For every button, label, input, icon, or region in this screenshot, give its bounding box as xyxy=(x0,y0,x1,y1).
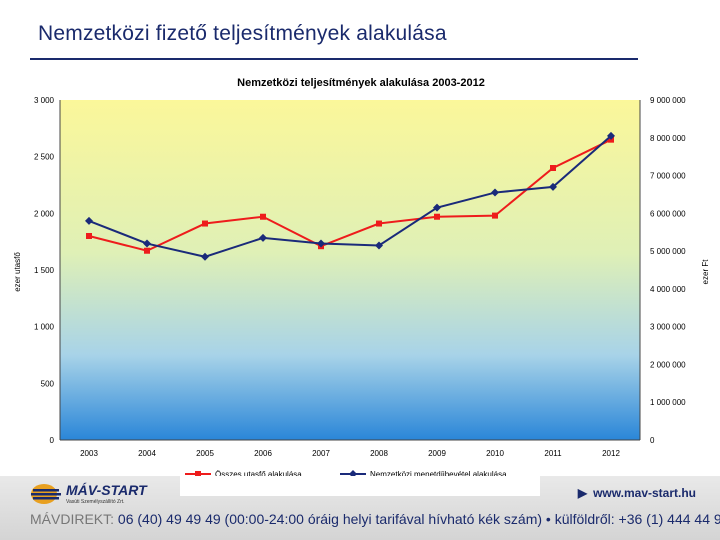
right-tick-label: 8 000 000 xyxy=(650,134,686,143)
x-tick-label: 2009 xyxy=(428,449,446,458)
x-tick-label: 2005 xyxy=(196,449,214,458)
x-tick-label: 2006 xyxy=(254,449,272,458)
series-1-point xyxy=(492,212,498,219)
mav-start-logo[interactable]: MÁV-START Vasúti Személyszállító Zrt. xyxy=(30,480,170,508)
title-divider xyxy=(30,58,638,60)
legend-marker-1 xyxy=(195,471,201,477)
series-line-1 xyxy=(88,138,612,252)
series-1-point xyxy=(144,247,150,254)
x-tick-label: 2008 xyxy=(370,449,388,458)
right-tick-label: 2 000 000 xyxy=(650,360,686,369)
x-tick-label: 2012 xyxy=(602,449,620,458)
series-2-point xyxy=(143,239,151,248)
series-1-point xyxy=(376,220,382,227)
series-2-point xyxy=(607,131,615,140)
line-chart: Nemzetközi teljesítmények alakulása 2003… xyxy=(0,66,720,486)
right-tick-label: 6 000 000 xyxy=(650,209,686,218)
series-2-point xyxy=(317,239,325,248)
footer-notch xyxy=(180,476,540,496)
series-2-point xyxy=(259,233,267,242)
right-tick-label: 0 xyxy=(650,436,655,445)
plot-area xyxy=(60,100,640,440)
right-tick-label: 4 000 000 xyxy=(650,285,686,294)
train-logo-icon xyxy=(31,484,61,504)
hotline-numbers: 06 (40) 49 49 49 (00:00-24:00 óráig hely… xyxy=(117,511,720,527)
right-tick-label: 9 000 000 xyxy=(650,96,686,105)
left-tick-label: 2 500 xyxy=(34,153,55,162)
x-tick-label: 2010 xyxy=(486,449,504,458)
x-tick-label: 2004 xyxy=(138,449,156,458)
series-2-point xyxy=(433,203,441,212)
hotline-label: MÁVDIREKT: xyxy=(30,511,115,527)
left-tick-label: 3 000 xyxy=(34,96,55,105)
chart-title: Nemzetközi teljesítmények alakulása 2003… xyxy=(237,77,485,89)
series-1-point xyxy=(550,165,556,171)
series-2-point xyxy=(491,188,499,197)
series-line-2 xyxy=(88,135,612,258)
left-tick-label: 1 500 xyxy=(34,266,55,275)
left-tick-label: 500 xyxy=(41,379,55,388)
logo-wordmark: MÁV-START xyxy=(66,482,147,498)
series-1-point xyxy=(86,233,92,239)
legend-label-2: Nemzetközi menetdíjbevétel alakulása xyxy=(370,470,507,479)
legend-label-1: Összes utasfő alakulása xyxy=(215,470,302,479)
series-1-point xyxy=(202,220,208,227)
x-tick-label: 2007 xyxy=(312,449,330,458)
left-tick-label: 0 xyxy=(50,436,55,445)
right-tick-label: 5 000 000 xyxy=(650,247,686,256)
hotline-text: MÁVDIREKT: 06 (40) 49 49 49 (00:00-24:00… xyxy=(30,511,720,527)
series-2-point xyxy=(85,216,93,225)
chart-svg: Nemzetközi teljesítmények alakulása 2003… xyxy=(13,77,710,479)
website-link[interactable]: ▶ www.mav-start.hu xyxy=(578,486,696,500)
series-1-point xyxy=(260,213,266,220)
arrow-right-icon: ▶ xyxy=(577,486,588,500)
right-tick-label: 1 000 000 xyxy=(650,398,686,407)
series-2-point xyxy=(375,241,383,250)
logo-subtitle: Vasúti Személyszállító Zrt. xyxy=(66,499,125,505)
left-tick-label: 2 000 xyxy=(34,209,55,218)
left-axis-title: ezer utasfő xyxy=(13,252,22,292)
x-tick-label: 2011 xyxy=(544,449,562,458)
right-tick-label: 3 000 000 xyxy=(650,323,686,332)
series-2-point xyxy=(201,252,209,261)
slide-title: Nemzetközi fizető teljesítmények alakulá… xyxy=(38,22,447,45)
x-tick-label: 2003 xyxy=(80,449,98,458)
right-tick-label: 7 000 000 xyxy=(650,172,686,181)
right-axis-title: ezer Ft xyxy=(701,259,710,285)
left-tick-label: 1 000 xyxy=(34,323,55,332)
series-2-point xyxy=(549,182,557,191)
series-1-point xyxy=(434,213,440,220)
website-text: www.mav-start.hu xyxy=(593,486,696,500)
